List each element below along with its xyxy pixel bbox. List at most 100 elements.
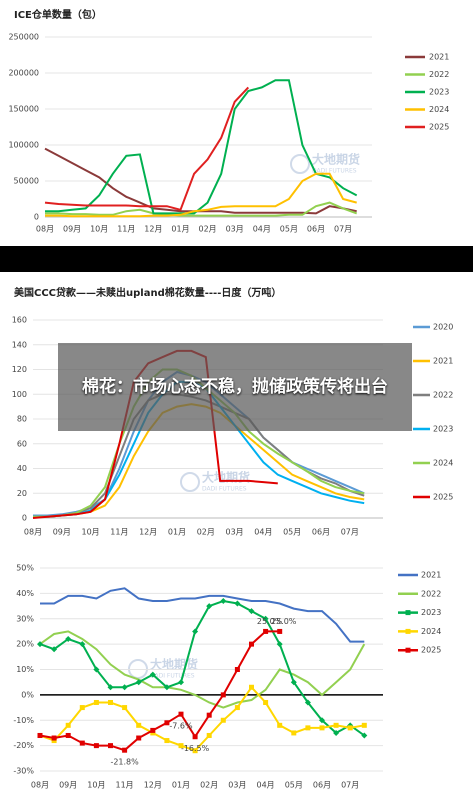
x-tick-label: 04月 bbox=[257, 781, 275, 790]
x-tick-label: 12月 bbox=[139, 528, 157, 537]
legend-marker bbox=[405, 610, 411, 616]
marker bbox=[108, 699, 113, 705]
legend-label: 2024 bbox=[421, 627, 441, 636]
marker bbox=[248, 608, 255, 615]
y-tick-label: 20% bbox=[16, 640, 34, 649]
marker bbox=[150, 730, 156, 736]
marker bbox=[136, 722, 142, 728]
marker bbox=[51, 646, 58, 653]
watermark: 大地期货 bbox=[312, 152, 360, 167]
legend-label: 2025 bbox=[433, 493, 453, 502]
y-tick-label: 20 bbox=[17, 489, 27, 498]
marker bbox=[79, 740, 85, 746]
y-tick-label: -20% bbox=[13, 741, 34, 750]
marker bbox=[206, 732, 212, 738]
legend-label: 2023 bbox=[421, 608, 441, 617]
marker bbox=[234, 600, 241, 607]
x-tick-label: 11月 bbox=[117, 225, 135, 234]
legend-label: 2021 bbox=[421, 571, 441, 580]
data-label: 25.0% bbox=[257, 617, 283, 626]
marker bbox=[37, 732, 43, 738]
marker bbox=[319, 725, 325, 731]
x-tick-label: 03月 bbox=[226, 528, 244, 537]
x-tick-label: 10月 bbox=[90, 225, 108, 234]
x-tick-label: 12月 bbox=[144, 225, 162, 234]
marker bbox=[65, 636, 72, 643]
marker bbox=[65, 732, 71, 738]
x-tick-label: 10月 bbox=[82, 528, 100, 537]
marker bbox=[135, 679, 142, 686]
y-tick-label: 160 bbox=[12, 316, 27, 325]
watermark: DADI FUTURES bbox=[150, 673, 195, 680]
y-tick-label: -30% bbox=[13, 767, 34, 776]
x-tick-label: 05月 bbox=[280, 225, 298, 234]
watermark: DADI FUTURES bbox=[202, 486, 247, 493]
watermark-logo bbox=[290, 154, 310, 174]
x-tick-label: 05月 bbox=[285, 781, 303, 790]
x-tick-label: 01月 bbox=[171, 225, 189, 234]
x-tick-label: 11月 bbox=[110, 528, 128, 537]
marker bbox=[220, 597, 227, 604]
legend-label: 2025 bbox=[421, 646, 441, 655]
marker bbox=[192, 748, 198, 754]
legend-label: 2023 bbox=[429, 88, 449, 97]
marker bbox=[234, 667, 240, 672]
series-line bbox=[44, 86, 250, 211]
y-tick-label: 120 bbox=[12, 365, 27, 374]
marker bbox=[262, 615, 269, 622]
legend-label: 2022 bbox=[429, 70, 449, 79]
y-tick-label: 140 bbox=[12, 340, 27, 349]
marker bbox=[79, 641, 86, 648]
x-tick-label: 09月 bbox=[63, 225, 81, 234]
legend-label: 2021 bbox=[429, 53, 449, 62]
y-tick-label: -10% bbox=[13, 716, 34, 725]
marker bbox=[319, 717, 325, 724]
y-tick-label: 200000 bbox=[8, 69, 39, 78]
y-tick-label: 150000 bbox=[8, 105, 39, 114]
marker bbox=[192, 734, 198, 740]
marker bbox=[122, 705, 128, 711]
y-tick-label: 0 bbox=[22, 514, 27, 523]
series-line bbox=[39, 685, 365, 752]
series-line bbox=[40, 587, 365, 643]
x-tick-label: 07月 bbox=[334, 225, 352, 234]
marker bbox=[249, 684, 254, 690]
marker bbox=[304, 699, 311, 706]
legend-label: 2025 bbox=[429, 123, 449, 132]
legend-label: 2020 bbox=[433, 323, 453, 332]
chart-title: 美国CCC贷款——未赎出upland棉花数量----日度（万吨） bbox=[14, 286, 281, 299]
headline: 棉花：市场心态不稳，抛储政策传将出台 bbox=[58, 343, 412, 431]
legend-label: 2024 bbox=[433, 459, 453, 468]
series-line bbox=[45, 79, 358, 215]
marker bbox=[361, 722, 367, 728]
marker bbox=[122, 747, 128, 753]
x-tick-label: 04月 bbox=[254, 528, 272, 537]
marker bbox=[136, 735, 142, 741]
x-tick-label: 10月 bbox=[87, 781, 105, 790]
series-line bbox=[39, 630, 366, 709]
legend-label: 2024 bbox=[429, 105, 449, 114]
marker bbox=[93, 743, 99, 749]
data-label: -7.6% bbox=[169, 722, 193, 731]
marker bbox=[51, 735, 57, 741]
marker bbox=[178, 679, 184, 686]
y-tick-label: 0% bbox=[21, 690, 34, 699]
x-tick-label: 08月 bbox=[24, 528, 42, 537]
y-tick-label: 250000 bbox=[8, 33, 39, 42]
x-tick-label: 01月 bbox=[172, 781, 190, 790]
marker bbox=[108, 743, 113, 749]
marker bbox=[333, 729, 340, 736]
marker bbox=[164, 720, 170, 726]
x-tick-label: 07月 bbox=[341, 781, 359, 790]
y-tick-label: 40% bbox=[16, 589, 34, 598]
series-line bbox=[39, 630, 280, 752]
marker bbox=[206, 712, 212, 718]
data-label: -21.8% bbox=[110, 758, 139, 767]
marker bbox=[93, 666, 100, 673]
x-tick-label: 06月 bbox=[313, 781, 331, 790]
marker bbox=[150, 727, 156, 733]
marker bbox=[79, 705, 85, 711]
marker bbox=[178, 711, 184, 717]
marker bbox=[121, 684, 128, 691]
